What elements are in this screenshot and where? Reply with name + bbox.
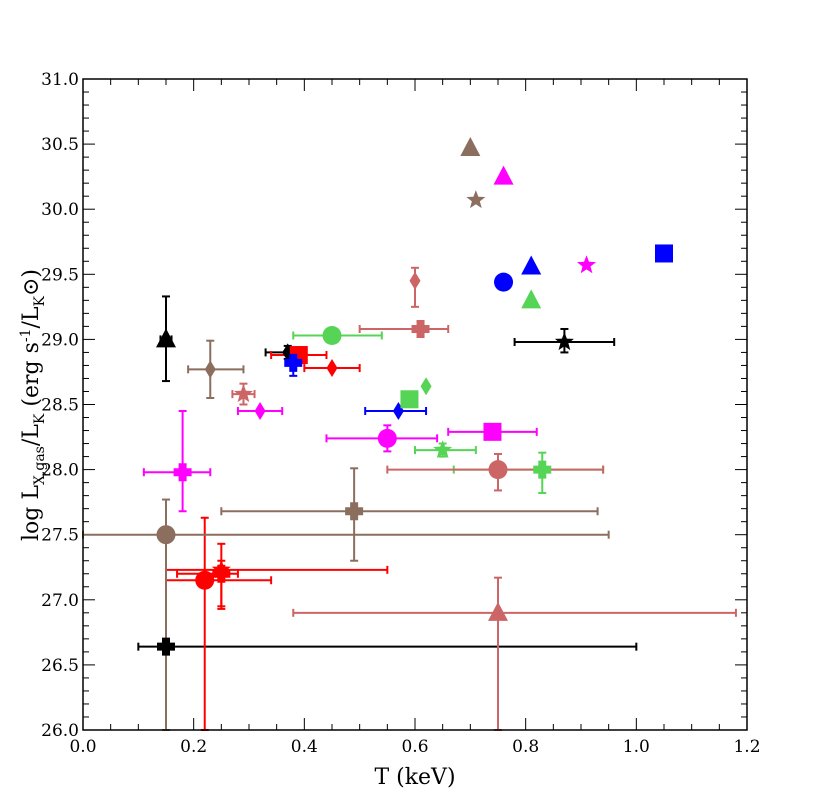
x-tick-label: 0.2: [180, 737, 207, 757]
y-tick-label: 27.5: [41, 526, 79, 546]
y-tick-label: 27.0: [41, 591, 79, 611]
magenta-circle-marker: [377, 428, 397, 448]
y-axis-exp: -1: [18, 329, 34, 343]
green-triangle-marker: [521, 289, 542, 309]
y-axis-units: (erg s: [19, 342, 44, 413]
green-star-marker: [433, 440, 453, 459]
y-axis-units2: /L: [19, 306, 44, 328]
rose-diamond-marker: [409, 271, 421, 290]
y-tick-label: 31.0: [41, 70, 79, 90]
y-axis-sun-symbol: ⊙: [19, 278, 44, 296]
green-plus-marker: [533, 460, 552, 479]
y-tick-label: 29.5: [41, 265, 79, 285]
x-tick-label: 0.0: [69, 737, 96, 757]
blue-plus-marker: [284, 353, 303, 372]
y-tick-label: 29.0: [41, 330, 79, 350]
magenta-diamond-marker: [254, 402, 266, 421]
red-diamond-marker: [326, 359, 338, 378]
blue-triangle-marker: [521, 255, 542, 275]
x-tick-label: 0.6: [401, 737, 428, 757]
y-axis-close: ): [19, 269, 44, 278]
magenta-star-marker: [577, 255, 597, 274]
brown-circle-marker: [156, 525, 176, 545]
y-tick-label: 28.5: [41, 396, 79, 416]
axis-ticks: [82, 78, 748, 731]
rose-star-marker: [233, 384, 253, 403]
green-square-marker: [400, 390, 419, 409]
x-tick-label: 0.8: [512, 737, 539, 757]
magenta-plus-marker: [173, 463, 192, 482]
y-axis-log: log L: [19, 485, 44, 541]
y-tick-label: 26.0: [41, 721, 79, 741]
magenta-square-marker: [483, 422, 502, 441]
y-tick-label: 26.5: [41, 656, 79, 676]
x-tick-label: 1.0: [623, 737, 650, 757]
x-tick-label: 1.2: [733, 737, 760, 757]
x-tick-label: 0.4: [291, 737, 318, 757]
y-axis-x-sub: X,gas: [32, 446, 48, 485]
y-tick-labels: 26.0 26.5 27.0 27.5 28.0 28.5 29.0 29.5 30.0 30.5…: [41, 70, 79, 741]
green-diamond-marker: [420, 377, 432, 396]
x-axis-title: T (keV): [374, 765, 455, 790]
magenta-triangle-marker: [493, 165, 514, 185]
y-tick-label: 30.0: [41, 200, 79, 220]
y-axis-slash: /L: [19, 424, 44, 446]
y-tick-label: 28.0: [41, 461, 79, 481]
brown-triangle-marker: [460, 137, 481, 157]
rose-triangle-marker: [488, 601, 508, 621]
rose-circle-marker: [488, 460, 508, 480]
rose-plus-marker: [411, 319, 430, 338]
brown-plus-marker: [345, 502, 364, 521]
red-plus-marker: [212, 564, 231, 583]
black-triangle-marker: [156, 328, 176, 348]
blue-square-marker: [655, 244, 673, 263]
y-axis-sun-sub: K: [32, 295, 48, 306]
y-axis-k-sub: K: [32, 413, 48, 424]
x-tick-labels: 0.0 0.2 0.4 0.6 0.8 1.0 1.2: [69, 737, 760, 757]
y-tick-label: 30.5: [41, 135, 79, 155]
y-axis-title: log LX,gas/LK (erg s-1/LK⊙): [18, 269, 48, 541]
plot-frame: [82, 78, 748, 731]
black-plus-marker: [157, 637, 175, 656]
brown-diamond-marker: [204, 360, 216, 379]
red-circle-marker: [195, 570, 215, 590]
black-star-marker: [554, 332, 574, 351]
data-markers: [156, 137, 673, 656]
blue-circle-marker: [494, 272, 514, 292]
green-circle-marker: [322, 325, 342, 345]
error-bars: [82, 266, 737, 731]
brown-star-marker: [466, 190, 486, 209]
